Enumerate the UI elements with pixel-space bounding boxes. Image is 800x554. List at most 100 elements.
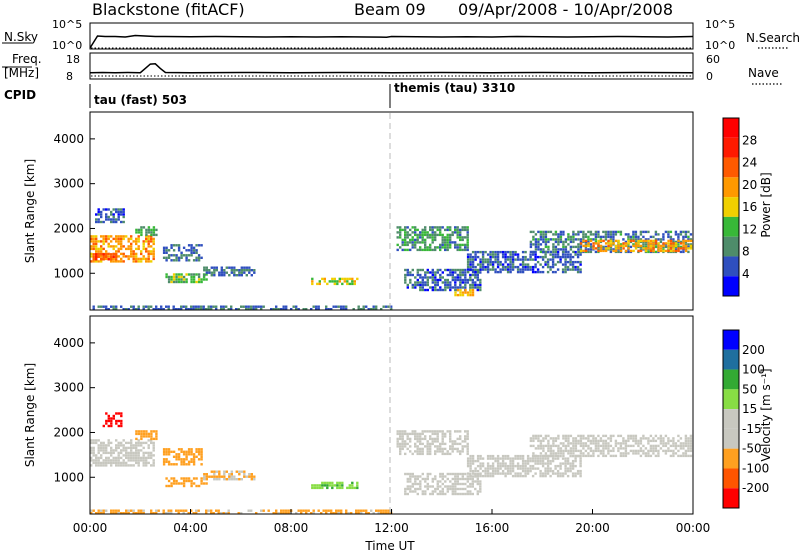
velocity-cell [549,459,552,463]
power-cell [569,240,573,244]
power-cell [609,233,613,236]
power-cell [617,242,620,245]
velocity-cell [627,434,630,438]
velocity-cell [135,459,138,462]
power-cell [190,244,193,247]
power-cell [446,246,449,249]
power-cell [454,271,457,274]
velocity-cell [137,432,141,436]
velocity-cell [162,509,165,512]
power-cell [431,278,434,282]
power-cell [504,268,507,271]
power-cell [446,268,449,272]
power-cell [162,256,166,259]
velocity-cell [494,469,497,473]
power-cell [469,283,472,287]
power-cell [100,245,103,248]
power-cell [662,235,665,239]
velocity-cell [647,449,650,453]
power-cell [243,271,246,274]
velocity-cell [546,464,550,468]
power-cell [619,249,623,253]
power-cell [464,273,467,277]
power-cell [414,231,417,234]
power-cell [577,233,580,236]
power-cell [167,254,171,257]
velocity-cell [416,475,419,478]
power-cell [411,246,414,249]
velocity-cell [312,509,315,512]
velocity-cell [459,450,462,453]
power-cell [95,250,98,253]
power-cell [474,281,477,284]
power-cell [297,308,300,311]
velocity-cell [552,452,555,455]
velocity-cell [190,453,193,456]
velocity-cell [180,482,183,485]
velocity-cell [233,478,236,481]
power-colorbar-tick: 24 [742,156,757,170]
power-cell [187,249,191,252]
power-cell [130,247,133,251]
power-cell [406,243,409,247]
power-cell [238,274,241,277]
velocity-cell [110,424,113,428]
power-cell [602,230,605,234]
velocity-cell [459,472,462,476]
velocity-cell [419,437,422,441]
power-cell [572,233,575,236]
velocity-cell [501,464,505,468]
velocity-cell [592,434,595,438]
velocity-cell [542,437,545,440]
power-cell [551,263,555,266]
velocity-cell [135,444,138,447]
velocity-cell [424,430,427,433]
power-cell [170,254,173,257]
velocity-cell [426,477,429,481]
power-cell [604,235,608,239]
power-cell [511,260,515,264]
velocity-cell [115,464,118,467]
velocity-cell [677,449,680,453]
velocity-cell [564,467,567,470]
power-cell [197,308,200,311]
velocity-cell [486,474,490,478]
velocity-cell [100,456,103,460]
velocity-cell [634,452,638,455]
velocity-cell [574,439,578,443]
power-cell [351,280,354,283]
power-cell [192,278,196,281]
velocity-cell [135,461,138,465]
velocity-cell [429,450,432,453]
velocity-cell [97,444,100,447]
power-cell [612,248,615,251]
velocity-cell [140,430,143,433]
velocity-cell [446,430,449,433]
freq-series-line [89,63,694,74]
velocity-cell [592,452,595,455]
velocity-cell [90,459,93,462]
power-cell [220,274,223,277]
velocity-cell [434,440,437,443]
power-cell [612,235,615,239]
velocity-cell [416,487,419,491]
velocity-cell [464,472,467,476]
velocity-cell [102,461,105,465]
velocity-cell [150,441,153,445]
velocity-cell [571,454,575,458]
power-cell [235,269,238,272]
velocity-cell [534,462,537,465]
velocity-cell [360,512,363,515]
velocity-cell [190,458,193,461]
velocity-cell [170,512,173,515]
power-cell [637,244,640,248]
power-cell [461,273,464,277]
power-cell [479,278,482,282]
velocity-cell [102,512,105,515]
velocity-cell [471,472,475,475]
velocity-cell [677,434,680,438]
velocity-cell [195,477,198,480]
velocity-cell [230,470,233,473]
power-cell [456,276,459,279]
